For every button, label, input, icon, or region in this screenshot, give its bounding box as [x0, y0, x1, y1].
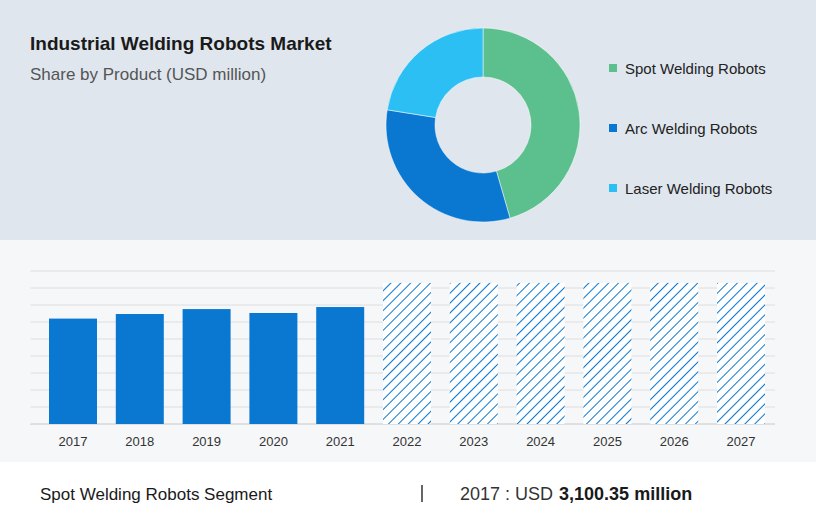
y-axis-line: [30, 271, 31, 424]
annotation-label: 2017 : USD: [460, 484, 553, 504]
bar: [183, 309, 231, 424]
legend-label: Arc Welding Robots: [625, 120, 757, 137]
x-tick-label: 2019: [192, 434, 221, 449]
segment-title: Spot Welding Robots Segment: [40, 485, 272, 504]
x-tick-label: 2020: [259, 434, 288, 449]
x-tick-label: 2018: [125, 434, 154, 449]
bar: [650, 283, 698, 424]
legend-label: Spot Welding Robots: [625, 60, 766, 77]
separator: [421, 485, 423, 502]
legend-swatch: [609, 124, 617, 132]
x-tick-label: 2021: [326, 434, 355, 449]
bar: [383, 283, 431, 424]
bar: [717, 283, 765, 424]
bar: [583, 283, 631, 424]
x-axis: 2017 2018 2019 2020 2021 2022 2023 2024 2025 2026…: [59, 434, 756, 449]
bar: [517, 283, 565, 424]
x-tick-label: 2025: [593, 434, 622, 449]
grid: [30, 271, 775, 424]
bar: [49, 319, 97, 424]
slice: [386, 110, 510, 222]
subtitle: Share by Product (USD million): [30, 65, 266, 84]
bar: [450, 283, 498, 424]
x-tick-label: 2017: [59, 434, 88, 449]
x-tick-label: 2026: [660, 434, 689, 449]
bar: [249, 313, 297, 424]
legend: Spot Welding Robots Arc Welding Robots Las…: [609, 60, 772, 197]
chart-panel: [0, 240, 816, 462]
bar: [316, 307, 364, 424]
legend-swatch: [609, 64, 617, 72]
donut: [386, 28, 580, 222]
x-tick-label: 2027: [727, 434, 756, 449]
grid-line: [30, 271, 775, 272]
header-panel: [0, 0, 816, 240]
x-tick-label: 2024: [526, 434, 555, 449]
annotation-value: 3,100.35 million: [559, 484, 692, 504]
slice: [387, 28, 483, 117]
canvas: Industrial Welding Robots Market Share by…: [0, 0, 816, 528]
bars: [49, 283, 765, 424]
legend-swatch: [609, 184, 617, 192]
annotation: 2017 : USD 3,100.35 million: [460, 484, 692, 504]
legend-label: Laser Welding Robots: [625, 180, 772, 197]
title: Industrial Welding Robots Market: [30, 33, 332, 54]
footer-panel: [0, 462, 816, 528]
x-tick-label: 2023: [459, 434, 488, 449]
bar: [116, 314, 164, 424]
x-tick-label: 2022: [393, 434, 422, 449]
